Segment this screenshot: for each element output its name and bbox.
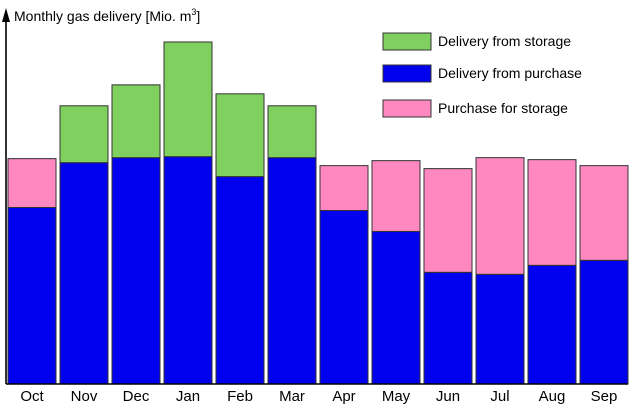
x-tick-label-apr: Apr (332, 388, 355, 405)
bar-mar-delivery-from-storage (267, 105, 317, 159)
legend-swatch-delivery-from-purchase (382, 64, 432, 83)
bar-jan-delivery-from-purchase (163, 156, 213, 385)
bar-nov-delivery-from-purchase (59, 162, 109, 385)
bar-jun-delivery-from-purchase (423, 271, 473, 385)
y-axis-label-sup: 3 (191, 7, 196, 17)
bar-dec-delivery-from-storage (111, 84, 161, 159)
x-tick-label-sep: Sep (591, 388, 618, 405)
bar-aug-purchase-for-storage (527, 159, 577, 266)
bar-feb-delivery-from-purchase (215, 176, 265, 385)
bars-group (7, 41, 629, 385)
bar-jul-delivery-from-purchase (475, 273, 525, 385)
bar-may-delivery-from-purchase (371, 230, 421, 385)
x-tick-label-nov: Nov (71, 388, 98, 405)
x-tick-label-mar: Mar (279, 388, 305, 405)
x-tick-label-feb: Feb (227, 388, 253, 405)
axes-group (2, 8, 628, 385)
bar-sep-purchase-for-storage (579, 165, 629, 261)
y-axis-label-main: Monthly gas delivery [Mio. m (14, 8, 191, 24)
bar-oct-purchase-for-storage (7, 158, 57, 209)
bar-feb-delivery-from-storage (215, 93, 265, 178)
x-tick-label-aug: Aug (539, 388, 566, 405)
bar-nov-delivery-from-storage (59, 105, 109, 164)
legend-swatch-delivery-from-storage (382, 32, 432, 51)
bar-may-purchase-for-storage (371, 160, 421, 232)
x-tick-label-jan: Jan (176, 388, 200, 405)
legend-label-delivery-from-purchase: Delivery from purchase (438, 65, 582, 81)
x-tick-labels: Oct Nov Dec Jan Feb Mar Apr May Jun Jul Aug Sep (20, 388, 617, 405)
bar-sep-delivery-from-purchase (579, 259, 629, 385)
x-tick-label-may: May (382, 388, 411, 405)
y-axis-label-suffix: ] (196, 8, 200, 24)
bar-apr-purchase-for-storage (319, 165, 369, 211)
legend-label-purchase-for-storage: Purchase for storage (438, 100, 568, 116)
x-tick-label-oct: Oct (20, 388, 44, 405)
y-axis-arrow (2, 8, 10, 22)
bar-aug-delivery-from-purchase (527, 264, 577, 385)
legend-label-delivery-from-storage: Delivery from storage (438, 33, 571, 49)
bar-jan-delivery-from-storage (163, 41, 213, 158)
x-tick-label-dec: Dec (123, 388, 150, 405)
bar-apr-delivery-from-purchase (319, 209, 369, 385)
x-tick-label-jul: Jul (490, 388, 509, 405)
bar-oct-delivery-from-purchase (7, 207, 57, 385)
bar-jul-purchase-for-storage (475, 157, 525, 275)
legend: Delivery from storage Delivery from purch… (382, 32, 582, 118)
bar-mar-delivery-from-purchase (267, 157, 317, 385)
y-axis-label: Monthly gas delivery [Mio. m3] (14, 7, 200, 24)
bar-dec-delivery-from-purchase (111, 157, 161, 385)
x-tick-label-jun: Jun (436, 388, 460, 405)
bar-jun-purchase-for-storage (423, 168, 473, 273)
legend-swatch-purchase-for-storage (382, 99, 432, 118)
